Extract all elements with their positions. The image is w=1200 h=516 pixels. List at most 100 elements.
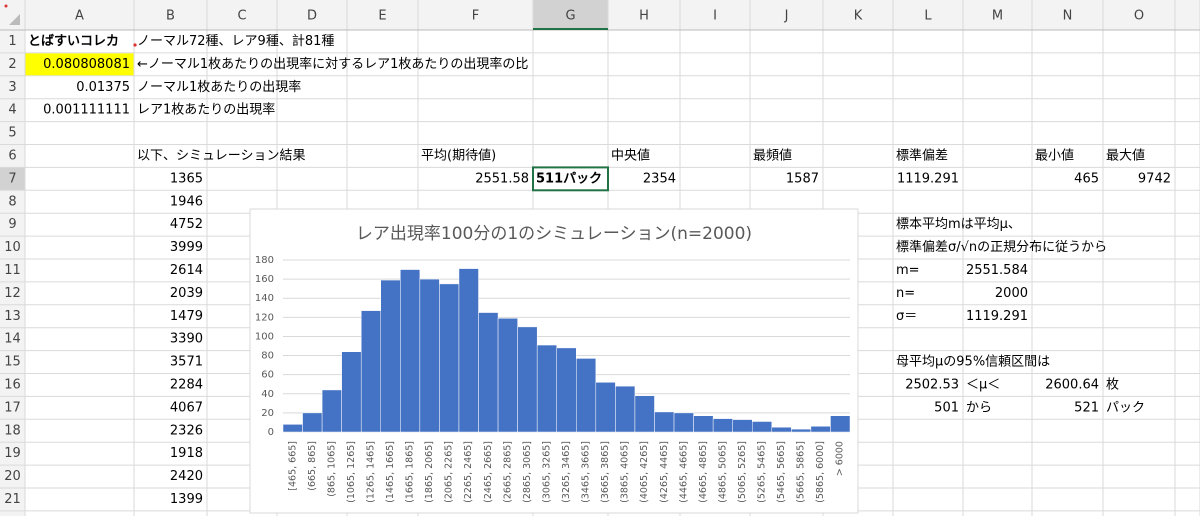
row-header[interactable]: 13 [4, 309, 21, 324]
cell-text[interactable]: 最小値 [1035, 147, 1074, 163]
cell-text[interactable]: 1365 [170, 171, 203, 186]
cell-text[interactable]: 1119.291 [966, 309, 1028, 324]
cell-text[interactable]: 2502.53 [905, 377, 959, 392]
cell-text[interactable]: 521 [1074, 400, 1099, 415]
cell-text[interactable]: m= [896, 263, 920, 278]
column-header[interactable]: K [854, 9, 863, 24]
cell-text[interactable]: 2039 [170, 286, 203, 301]
x-tick-label: (5265, 5465] [757, 441, 768, 503]
row-header[interactable]: 7 [8, 171, 16, 186]
column-header[interactable]: M [992, 9, 1003, 24]
cell-text[interactable]: 3390 [170, 332, 203, 347]
row-header[interactable]: 20 [4, 469, 21, 484]
cell-text[interactable]: 511パック [536, 171, 602, 186]
x-tick-label: (865, 1065] [326, 441, 337, 497]
cell-text[interactable]: レア1枚あたりの出現率 [137, 102, 275, 118]
cell-text[interactable]: 1479 [170, 309, 203, 324]
cell-text[interactable]: 1946 [170, 194, 203, 209]
cell-text[interactable]: 3999 [170, 240, 203, 255]
row-header[interactable]: 5 [8, 126, 16, 141]
cell-text[interactable]: 1918 [170, 446, 203, 461]
cell-text[interactable]: σ＝ [896, 309, 917, 324]
cell-text[interactable]: n= [896, 286, 915, 301]
cell-text[interactable]: 以下、シミュレーション結果 [137, 148, 305, 163]
cell-text[interactable]: 枚 [1106, 377, 1119, 392]
cell-text[interactable]: 0.001111111 [43, 103, 130, 118]
column-header[interactable]: B [166, 9, 175, 24]
cell-text[interactable]: ＜μ＜ [966, 377, 1000, 392]
cell-text[interactable]: 平均(期待値) [421, 147, 496, 163]
column-header[interactable]: C [237, 9, 246, 24]
select-all[interactable] [9, 14, 20, 25]
cell-text[interactable]: 465 [1074, 171, 1099, 186]
row-header[interactable]: 10 [4, 240, 21, 255]
row-header[interactable]: 11 [4, 263, 21, 278]
row-header[interactable]: 16 [4, 377, 21, 392]
x-tick-label: (2065, 2265] [444, 441, 455, 503]
column-header[interactable]: F [472, 9, 479, 24]
column-header[interactable]: I [713, 9, 717, 24]
cell-text[interactable]: 標準偏差σ/√nの正規分布に従うから [896, 239, 1107, 255]
column-header[interactable]: A [75, 9, 84, 24]
row-header[interactable]: 21 [4, 492, 21, 507]
row-header[interactable]: 2 [8, 57, 16, 72]
cell-text[interactable]: とばすいコレカ [28, 34, 119, 49]
cell-text[interactable]: 1587 [786, 171, 819, 186]
column-header[interactable]: E [378, 9, 386, 24]
row-header[interactable]: 12 [4, 286, 21, 301]
cell-text[interactable]: 1399 [170, 492, 203, 507]
cell-text[interactable]: 2551.58 [475, 171, 529, 186]
cell-text[interactable]: 4067 [170, 400, 203, 415]
cell-text[interactable]: 2420 [170, 469, 203, 484]
cell-text[interactable]: 3571 [170, 355, 203, 370]
cell-text[interactable]: 中央値 [611, 147, 650, 163]
column-header[interactable]: H [639, 9, 649, 24]
column-header[interactable]: L [924, 9, 932, 24]
bar [341, 351, 362, 433]
row-header[interactable]: 4 [8, 103, 16, 118]
cell-text[interactable]: 501 [934, 400, 959, 415]
cell-text[interactable]: 2354 [643, 171, 676, 186]
column-header[interactable]: G [565, 9, 575, 24]
column-header[interactable]: J [784, 9, 789, 24]
cell-text[interactable]: 0.080808081 [43, 57, 130, 72]
cell-text[interactable]: 4752 [170, 217, 203, 232]
cell-text[interactable]: から [966, 400, 992, 415]
cell-text[interactable]: 2614 [170, 263, 203, 278]
cell-text[interactable]: 最大値 [1106, 147, 1145, 163]
cell-text[interactable]: 1119.291 [897, 171, 959, 186]
row-header[interactable]: 9 [8, 217, 16, 232]
bar [693, 415, 714, 433]
x-tick-label: (3465, 3665] [581, 441, 592, 503]
row-header[interactable]: 3 [8, 80, 16, 95]
cell-text[interactable]: ノーマル1枚あたりの出現率 [137, 79, 301, 95]
cell-text[interactable]: 最頻値 [753, 147, 792, 163]
cell-text[interactable]: 母平均μの95%信頼区間は [896, 355, 1050, 370]
cell-text[interactable]: 2600.64 [1045, 377, 1099, 392]
x-tick-label: (3265, 3465] [561, 441, 572, 503]
selected-cell[interactable] [532, 166, 609, 192]
row-header[interactable]: 1 [8, 34, 16, 49]
cell-text[interactable]: 9742 [1138, 171, 1171, 186]
row-header[interactable]: 6 [8, 148, 16, 163]
cell-text[interactable]: ←ノーマル1枚あたりの出現率に対するレア1枚あたりの出現率の比 [137, 56, 528, 72]
cell-text[interactable]: 2551.584 [966, 263, 1028, 278]
row-header[interactable]: 15 [4, 355, 21, 370]
cell-text[interactable]: 0.01375 [76, 80, 130, 95]
cell-text[interactable]: 2000 [995, 286, 1028, 301]
row-header[interactable]: 17 [4, 400, 21, 415]
cell-text[interactable]: パック [1106, 400, 1145, 415]
row-header[interactable]: 14 [4, 332, 21, 347]
column-header[interactable]: N [1063, 9, 1073, 24]
cell-text[interactable]: 2284 [170, 377, 203, 392]
row-header[interactable]: 18 [4, 423, 21, 438]
y-tick-label: 160 [255, 274, 274, 285]
cell-text[interactable]: 標準偏差 [896, 147, 948, 163]
row-header[interactable]: 8 [8, 194, 16, 209]
column-header[interactable]: O [1134, 9, 1144, 24]
cell-text[interactable]: 2326 [170, 423, 203, 438]
cell-text[interactable]: ノーマル72種、レア9種、計81種 [137, 33, 334, 49]
row-header[interactable]: 19 [4, 446, 21, 461]
cell-text[interactable]: 標本平均mは平均μ、 [896, 217, 1021, 232]
column-header[interactable]: D [307, 9, 317, 24]
